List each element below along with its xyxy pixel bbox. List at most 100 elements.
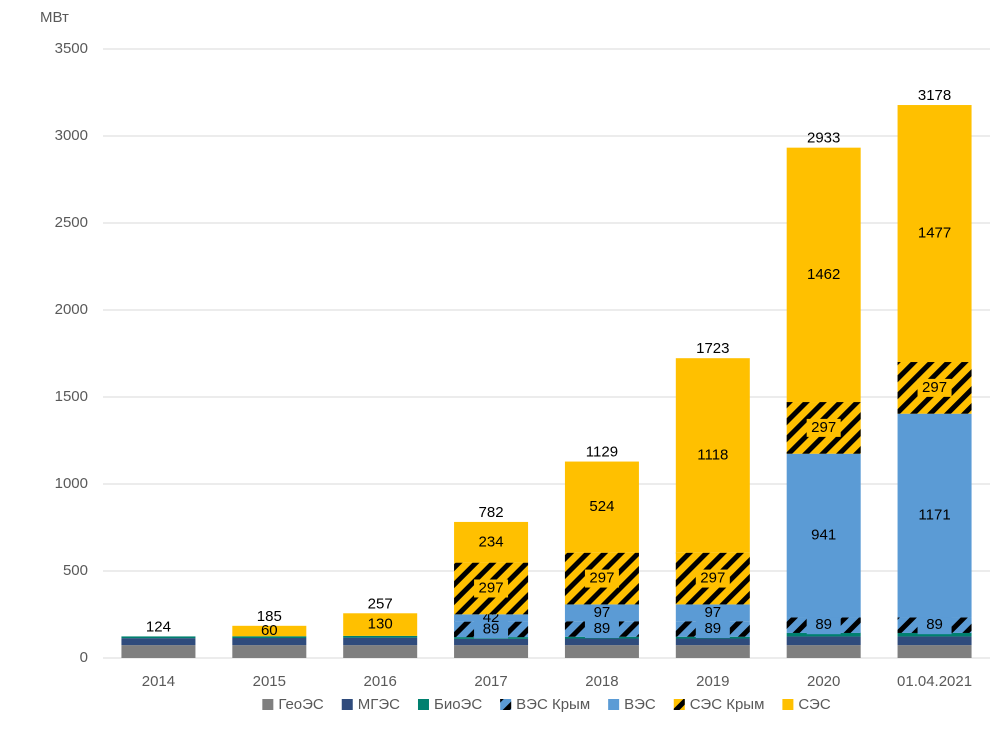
label-bg <box>695 620 730 639</box>
legend: ГеоЭС МГЭС БиоЭС ВЭС Крым ВЭС СЭС Крым СЭС <box>262 696 831 713</box>
legend-swatch <box>608 699 620 710</box>
x-tick-label: 2018 <box>585 673 618 690</box>
legend-swatch <box>341 699 353 710</box>
y-tick-label: 3000 <box>55 127 88 144</box>
data-label: 234 <box>479 533 504 550</box>
legend-label: ВЭС Крым <box>516 696 590 713</box>
label-bg <box>806 418 841 437</box>
bar-segment <box>564 461 639 553</box>
bar-segment <box>675 638 750 646</box>
bar-segment <box>343 635 418 638</box>
bar-segment <box>343 613 418 636</box>
bar-segment <box>786 636 861 646</box>
legend-item: БиоЭС <box>417 696 482 713</box>
data-label: 89 <box>926 616 943 633</box>
total-label: 257 <box>368 595 393 612</box>
bar-segment <box>897 645 972 658</box>
bar-segment <box>786 645 861 658</box>
bar-segment <box>786 453 861 618</box>
bar-segment <box>564 645 639 658</box>
data-label: 524 <box>589 498 614 515</box>
legend-item: МГЭС <box>341 696 400 713</box>
label-bg <box>474 579 509 598</box>
bar-segment <box>121 636 196 639</box>
legend-label: СЭС Крым <box>690 696 765 713</box>
bar-segment <box>897 632 972 637</box>
data-label: 1462 <box>807 266 840 283</box>
bar-segment <box>675 604 750 622</box>
y-tick-label: 500 <box>63 562 88 579</box>
label-bg <box>584 620 619 639</box>
x-tick-label: 01.04.2021 <box>897 673 972 690</box>
total-label: 185 <box>257 608 282 625</box>
bar-segment <box>232 637 307 646</box>
total-label: 124 <box>146 618 171 635</box>
legend-swatch <box>782 699 794 710</box>
bar-segment <box>564 638 639 646</box>
y-tick-label: 1500 <box>55 388 88 405</box>
y-tick-label: 3500 <box>55 40 88 57</box>
x-tick-label: 2020 <box>807 673 840 690</box>
bar-segment <box>786 147 861 403</box>
bar-segment <box>454 614 529 622</box>
x-tick-label: 2014 <box>142 673 175 690</box>
legend-label: ГеоЭС <box>278 696 324 713</box>
data-label: 89 <box>483 620 500 637</box>
y-tick-label: 1000 <box>55 475 88 492</box>
total-label: 782 <box>479 504 504 521</box>
x-tick-label: 2019 <box>696 673 729 690</box>
label-bg <box>695 569 730 588</box>
x-tick-label: 2016 <box>364 673 397 690</box>
data-label: 297 <box>479 579 504 596</box>
legend-label: ВЭС <box>624 696 656 713</box>
total-label: 2933 <box>807 130 840 147</box>
bar-segment <box>343 637 418 646</box>
bar-segment <box>454 638 529 646</box>
bar-segment <box>897 105 972 363</box>
data-label: 89 <box>815 616 832 633</box>
data-label: 297 <box>589 570 614 587</box>
bar-segment <box>232 625 307 637</box>
total-label: 1723 <box>696 340 729 357</box>
legend-item: ВЭС Крым <box>500 696 590 713</box>
label-bg <box>584 569 619 588</box>
bar-segment <box>121 638 196 646</box>
data-label: 941 <box>811 527 836 544</box>
bar-segment <box>564 604 639 622</box>
legend-label: БиоЭС <box>434 696 482 713</box>
legend-item: ГеоЭС <box>262 696 324 713</box>
legend-swatch <box>417 699 429 710</box>
label-bg <box>806 616 841 635</box>
data-label: 297 <box>922 379 947 396</box>
bar-segment <box>454 645 529 658</box>
legend-swatch <box>262 699 274 710</box>
x-tick-label: 2017 <box>474 673 507 690</box>
bar-segment <box>897 636 972 646</box>
data-label: 297 <box>811 419 836 436</box>
total-label: 1129 <box>586 444 618 461</box>
data-label: 1118 <box>697 446 728 463</box>
data-label: 89 <box>704 620 721 637</box>
legend-label: СЭС <box>798 696 830 713</box>
legend-hatch <box>673 699 685 710</box>
data-label: 130 <box>368 616 393 633</box>
y-tick-label: 2500 <box>55 214 88 231</box>
y-tick-label: 0 <box>80 649 88 666</box>
x-tick-label: 2015 <box>253 673 286 690</box>
bar-segment <box>232 645 307 658</box>
legend-label: МГЭС <box>358 696 400 713</box>
data-label: 60 <box>261 622 278 639</box>
data-label: 89 <box>594 620 611 637</box>
bar-segment <box>343 645 418 658</box>
y-tick-label: 2000 <box>55 301 88 318</box>
y-unit: МВт <box>40 9 69 26</box>
bar-segment <box>675 645 750 658</box>
data-label: 97 <box>704 604 721 621</box>
data-label: 1171 <box>918 507 950 524</box>
legend-item: ВЭС <box>608 696 656 713</box>
bar-segment <box>786 632 861 637</box>
total-label: 3178 <box>918 87 951 104</box>
bar-segment <box>675 358 750 553</box>
legend-item: СЭС Крым <box>673 696 765 713</box>
